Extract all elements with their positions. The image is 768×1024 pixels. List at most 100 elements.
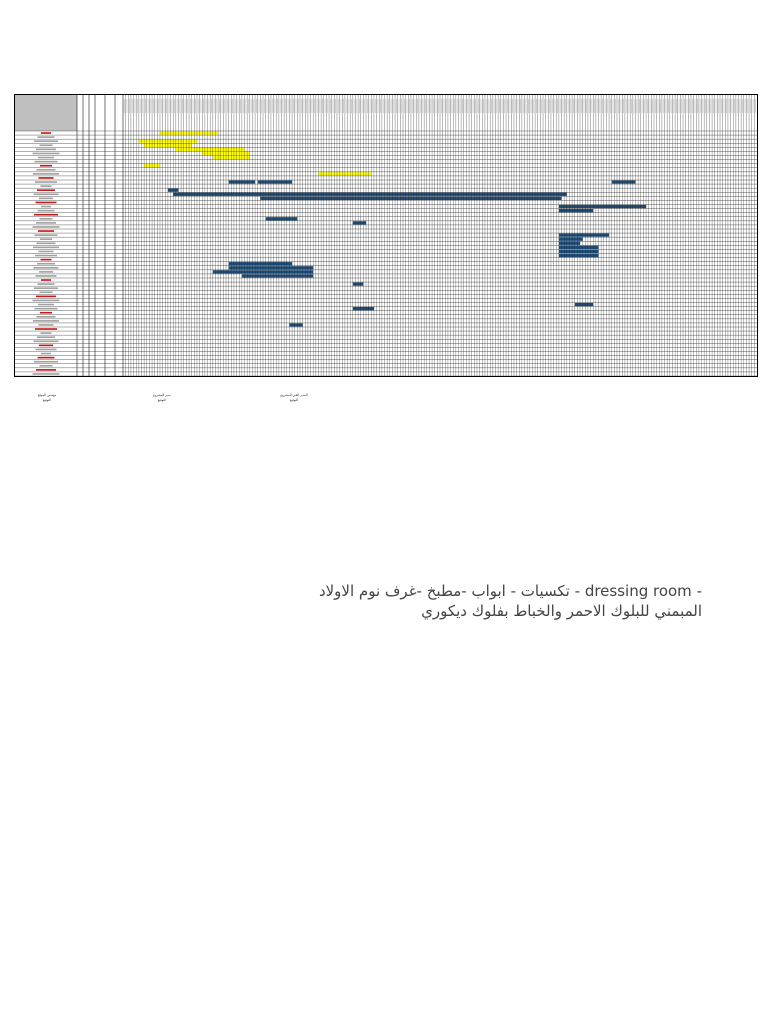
day-header-label [665, 99, 667, 113]
day-header-label [340, 99, 342, 113]
day-header-label [451, 99, 453, 113]
gantt-bar [558, 233, 610, 237]
scope-note-line-1: - dressing room - تكسيات - ابواب -مطبخ -… [318, 582, 702, 600]
day-header-label [131, 99, 133, 113]
task-label-mark [40, 185, 52, 187]
day-header-label [226, 99, 228, 113]
day-header-label [469, 99, 471, 113]
task-label-mark [35, 254, 57, 257]
day-header-label [335, 99, 337, 113]
day-header-label [633, 99, 635, 113]
day-header-label [274, 99, 276, 113]
day-header-label [668, 99, 669, 113]
day-header-label [543, 99, 545, 113]
day-header-label [620, 99, 622, 113]
task-label-mark [33, 320, 59, 322]
day-header-label [329, 99, 331, 113]
day-header-label [678, 99, 680, 113]
day-header-label [229, 99, 231, 113]
scope-note-line-2: المبمني للبلوك الاحمر والخباط بفلوك ديكو… [421, 602, 702, 620]
day-header-label [504, 99, 506, 113]
day-header-label [731, 99, 733, 113]
day-header-label [343, 99, 344, 113]
day-header-label [345, 99, 347, 113]
day-header-label [271, 99, 273, 113]
day-header-label [248, 99, 249, 113]
gantt-bar [241, 274, 314, 278]
day-header-label [134, 99, 136, 113]
day-header-label [396, 99, 397, 113]
day-header-label [599, 99, 601, 113]
day-header-label [422, 99, 424, 113]
task-label-mark [40, 258, 52, 261]
day-header-label [506, 99, 508, 113]
day-header-label [533, 99, 535, 113]
task-label-mark [37, 189, 55, 192]
task-label-mark [35, 275, 57, 277]
day-header-label [303, 99, 305, 113]
day-header-label [263, 99, 265, 113]
task-label-mark [36, 315, 56, 318]
day-header-label [594, 99, 595, 113]
day-header-label [171, 99, 173, 113]
task-label-mark [37, 136, 55, 138]
task-label-mark [35, 348, 57, 351]
signature-subtitle: التوقيع [42, 398, 52, 402]
signature-project-manager: مدير المشروع التوقيع [147, 393, 177, 403]
day-header-label [520, 99, 521, 113]
day-header-label [308, 99, 310, 113]
day-header-label [245, 99, 247, 113]
task-label-mark [34, 213, 58, 216]
task-label-mark [32, 299, 60, 302]
day-header-label [694, 99, 696, 113]
day-header-label [464, 99, 466, 113]
day-header-label [182, 99, 183, 113]
day-header-label [221, 99, 223, 113]
day-header-label [232, 99, 234, 113]
day-header-label [697, 99, 698, 113]
day-header-label [298, 99, 300, 113]
day-header-label [322, 99, 323, 113]
day-header-label [237, 99, 239, 113]
day-header-label [174, 99, 175, 113]
day-header-label [646, 99, 648, 113]
day-header-label [586, 99, 588, 113]
day-header-label [184, 99, 186, 113]
task-label-mark [38, 303, 54, 306]
day-header-label [530, 99, 532, 113]
day-header-label [258, 99, 260, 113]
signature-title: مدير المشروع [153, 393, 171, 397]
day-header-label [160, 99, 162, 113]
day-header-label [689, 99, 691, 113]
gantt-bar [257, 180, 293, 184]
day-header-label [617, 99, 619, 113]
day-header-label [726, 99, 728, 113]
day-header-label [538, 99, 540, 113]
day-header-label [723, 99, 725, 113]
signature-site-engineer: مهندس الموقع التوقيع [32, 393, 62, 403]
header-task-name-cell [15, 95, 77, 131]
day-header-label [290, 99, 292, 113]
day-header-label [710, 99, 712, 113]
day-header-label [683, 99, 685, 113]
task-label-mark [37, 209, 55, 212]
day-header-label [250, 99, 252, 113]
day-header-label [654, 99, 656, 113]
day-header-label [702, 99, 704, 113]
day-header-label [715, 99, 717, 113]
day-header-label [145, 99, 146, 113]
day-header-label [123, 99, 125, 113]
day-header-label [403, 99, 405, 113]
day-header-label [150, 99, 152, 113]
task-label-mark [36, 148, 56, 151]
task-label-mark [36, 242, 56, 245]
day-header-label [285, 99, 286, 113]
day-header-label [612, 99, 614, 113]
task-label-mark [35, 201, 57, 204]
day-header-label [242, 99, 244, 113]
day-header-label [628, 99, 630, 113]
day-header-label [554, 99, 556, 113]
day-header-label [501, 99, 503, 113]
day-header-label [163, 99, 165, 113]
day-header-label [657, 99, 659, 113]
